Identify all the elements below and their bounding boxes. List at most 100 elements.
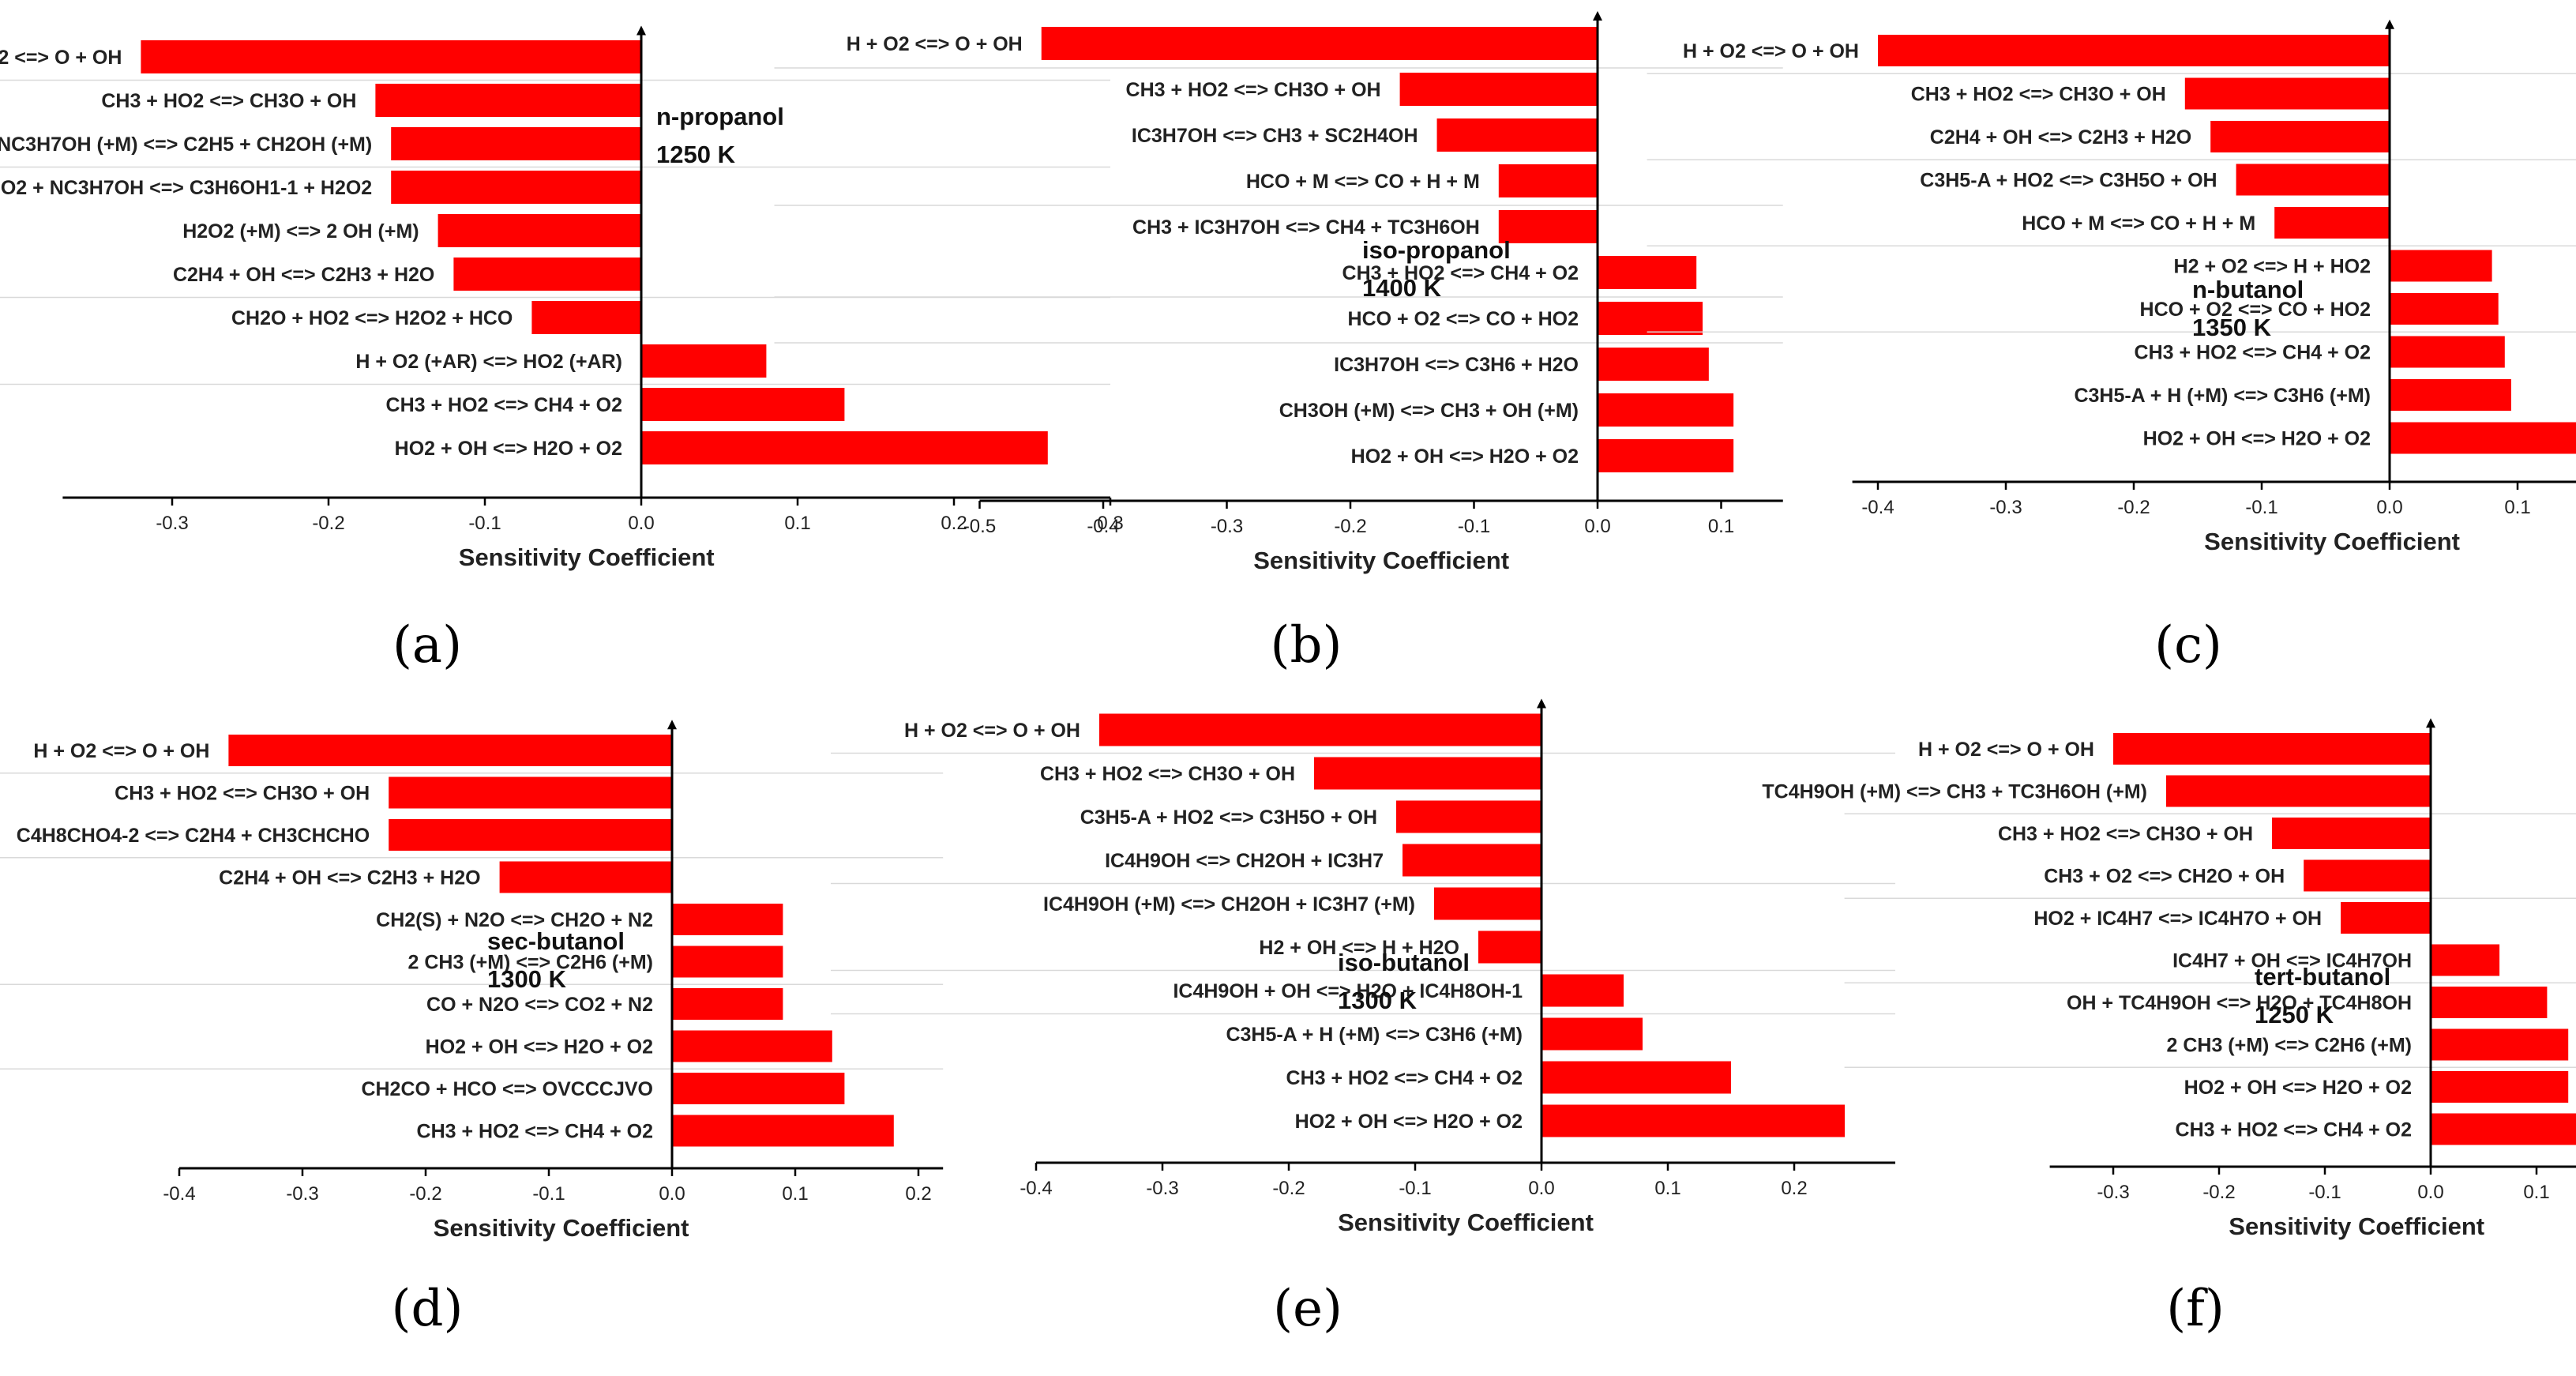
x-tick-label-b-4: -0.1 — [1458, 516, 1490, 537]
chart-a: H + O2 <=> O + OH CH3 + HO2 <=> CH3O + OH… — [0, 25, 1124, 571]
category-label-e-7: C3H5-A + H (+M) <=> C3H6 (+M) — [1226, 1024, 1523, 1046]
x-tick-label-b-2: -0.3 — [1211, 516, 1243, 537]
bar-a-6 — [531, 301, 641, 334]
category-label-c-9: HO2 + OH <=> H2O + O2 — [2143, 428, 2371, 450]
x-tick-label-e-6: 0.2 — [1781, 1178, 1807, 1199]
bar-f-6 — [2431, 987, 2548, 1018]
bar-b-0 — [1041, 27, 1598, 60]
category-label-e-6: IC4H9OH + OH <=> H2O + IC4H8OH-1 — [1173, 980, 1523, 1002]
annotation-e-0: iso-butanol — [1338, 949, 1470, 976]
category-label-d-7: HO2 + OH <=> H2O + O2 — [426, 1036, 653, 1058]
x-tick-label-b-0: -0.5 — [963, 516, 996, 537]
bar-e-2 — [1396, 800, 1541, 833]
category-label-f-2: CH3 + HO2 <=> CH3O + OH — [1998, 823, 2253, 845]
x-tick-label-a-2: -0.1 — [468, 513, 501, 534]
bar-d-9 — [672, 1115, 894, 1147]
x-tick-label-f-4: 0.1 — [2523, 1182, 2549, 1203]
bar-c-7 — [2390, 336, 2505, 368]
bar-f-2 — [2272, 818, 2431, 849]
category-label-b-6: HCO + O2 <=> CO + HO2 — [1348, 308, 1579, 330]
category-label-b-1: CH3 + HO2 <=> CH3O + OH — [1126, 79, 1381, 101]
x-tick-label-c-2: -0.2 — [2117, 497, 2150, 518]
category-label-f-1: TC4H9OH (+M) <=> CH3 + TC3H6OH (+M) — [1762, 781, 2147, 803]
annotation-b-0: iso-propanol — [1362, 236, 1511, 264]
category-label-b-9: HO2 + OH <=> H2O + O2 — [1351, 446, 1579, 468]
x-axis-title-a: Sensitivity Coefficient — [459, 543, 715, 571]
zero-axis-arrow-b — [1593, 11, 1602, 21]
x-axis-title-b: Sensitivity Coefficient — [1253, 547, 1509, 574]
annotation-c-0: n-butanol — [2192, 276, 2304, 303]
category-label-f-8: HO2 + OH <=> H2O + O2 — [2184, 1077, 2412, 1099]
bar-e-5 — [1478, 930, 1541, 964]
bar-c-3 — [2236, 164, 2390, 196]
x-tick-label-c-5: 0.1 — [2504, 497, 2530, 518]
category-label-e-8: CH3 + HO2 <=> CH4 + O2 — [1286, 1067, 1523, 1089]
bar-e-8 — [1541, 1061, 1731, 1094]
bar-d-2 — [389, 819, 672, 851]
chart-c: H + O2 <=> O + OH CH3 + HO2 <=> CH3O + OH… — [1647, 19, 2576, 555]
x-tick-label-d-3: -0.1 — [532, 1183, 565, 1205]
bar-b-2 — [1436, 118, 1598, 152]
category-label-a-6: CH2O + HO2 <=> H2O2 + HCO — [231, 307, 513, 329]
bar-c-0 — [1878, 35, 2390, 66]
x-tick-label-e-5: 0.1 — [1654, 1178, 1680, 1199]
x-tick-label-e-3: -0.1 — [1399, 1178, 1431, 1199]
category-label-a-0: H + O2 <=> O + OH — [0, 47, 122, 69]
bar-f-7 — [2431, 1028, 2569, 1061]
category-label-a-2: NC3H7OH (+M) <=> C2H5 + CH2OH (+M) — [0, 133, 372, 156]
x-tick-label-a-3: 0.0 — [628, 513, 654, 534]
bar-e-6 — [1541, 974, 1624, 1007]
bar-c-1 — [2184, 77, 2390, 110]
x-tick-label-c-3: -0.1 — [2245, 497, 2277, 518]
panel-label-a: (a) — [392, 616, 463, 675]
bar-c-2 — [2210, 121, 2390, 152]
category-label-a-1: CH3 + HO2 <=> CH3O + OH — [101, 90, 356, 112]
category-label-d-1: CH3 + HO2 <=> CH3O + OH — [115, 783, 370, 805]
category-label-f-4: HO2 + IC4H7 <=> IC4H7O + OH — [2033, 908, 2322, 930]
category-label-d-3: C2H4 + OH <=> C2H3 + H2O — [219, 867, 480, 889]
x-axis-title-d: Sensitivity Coefficient — [434, 1214, 689, 1242]
panel-label-d: (d) — [391, 1280, 464, 1338]
x-tick-label-a-0: -0.3 — [156, 513, 188, 534]
category-label-e-1: CH3 + HO2 <=> CH3O + OH — [1040, 763, 1295, 785]
x-tick-label-d-0: -0.4 — [163, 1183, 195, 1205]
bar-d-0 — [228, 735, 672, 766]
category-label-c-5: H2 + O2 <=> H + HO2 — [2174, 256, 2371, 278]
x-axis-title-c: Sensitivity Coefficient — [2204, 528, 2460, 555]
x-tick-label-c-4: 0.0 — [2376, 497, 2402, 518]
category-label-f-7: 2 CH3 (+M) <=> C2H6 (+M) — [2166, 1035, 2412, 1057]
category-label-c-1: CH3 + HO2 <=> CH3O + OH — [1911, 84, 2166, 106]
annotation-f-0: tert-butanol — [2255, 963, 2390, 991]
x-tick-label-e-1: -0.3 — [1146, 1178, 1178, 1199]
x-tick-label-a-1: -0.2 — [312, 513, 344, 534]
panel-label-c: (c) — [2154, 616, 2222, 675]
category-label-c-4: HCO + M <=> CO + H + M — [2022, 212, 2255, 235]
bar-a-2 — [391, 127, 641, 160]
bar-e-0 — [1099, 713, 1541, 746]
x-tick-label-d-6: 0.2 — [905, 1183, 931, 1205]
bar-b-6 — [1598, 302, 1703, 335]
category-label-b-0: H + O2 <=> O + OH — [847, 33, 1023, 55]
category-label-d-2: C4H8CHO4-2 <=> C2H4 + CH3CHCHO — [17, 825, 370, 847]
category-label-a-3: HO2 + NC3H7OH <=> C3H6OH1-1 + H2O2 — [0, 177, 372, 199]
category-label-a-9: HO2 + OH <=> H2O + O2 — [395, 438, 622, 460]
bar-d-6 — [672, 988, 783, 1020]
category-label-c-8: C3H5-A + H (+M) <=> C3H6 (+M) — [2074, 385, 2371, 407]
bar-d-7 — [672, 1030, 832, 1062]
bar-f-9 — [2431, 1113, 2576, 1145]
category-label-f-0: H + O2 <=> O + OH — [1918, 739, 2094, 761]
x-tick-label-f-3: 0.0 — [2417, 1182, 2443, 1203]
category-label-a-4: H2O2 (+M) <=> 2 OH (+M) — [182, 220, 419, 242]
annotation-a-0: n-propanol — [656, 103, 784, 130]
category-label-c-2: C2H4 + OH <=> C2H3 + H2O — [1930, 126, 2191, 149]
x-tick-label-a-5: 0.2 — [941, 513, 967, 534]
annotation-d-0: sec-butanol — [487, 927, 625, 955]
panel-label-f: (f) — [2166, 1280, 2225, 1338]
bar-e-9 — [1541, 1104, 1845, 1137]
zero-axis-arrow-e — [1537, 698, 1546, 709]
x-tick-label-b-3: -0.2 — [1334, 516, 1366, 537]
zero-axis-arrow-c — [2385, 19, 2394, 29]
bar-e-1 — [1314, 757, 1541, 790]
category-label-e-3: IC4H9OH <=> CH2OH + IC3H7 — [1105, 850, 1384, 872]
chart-d: H + O2 <=> O + OH CH3 + HO2 <=> CH3O + OH… — [0, 720, 944, 1242]
